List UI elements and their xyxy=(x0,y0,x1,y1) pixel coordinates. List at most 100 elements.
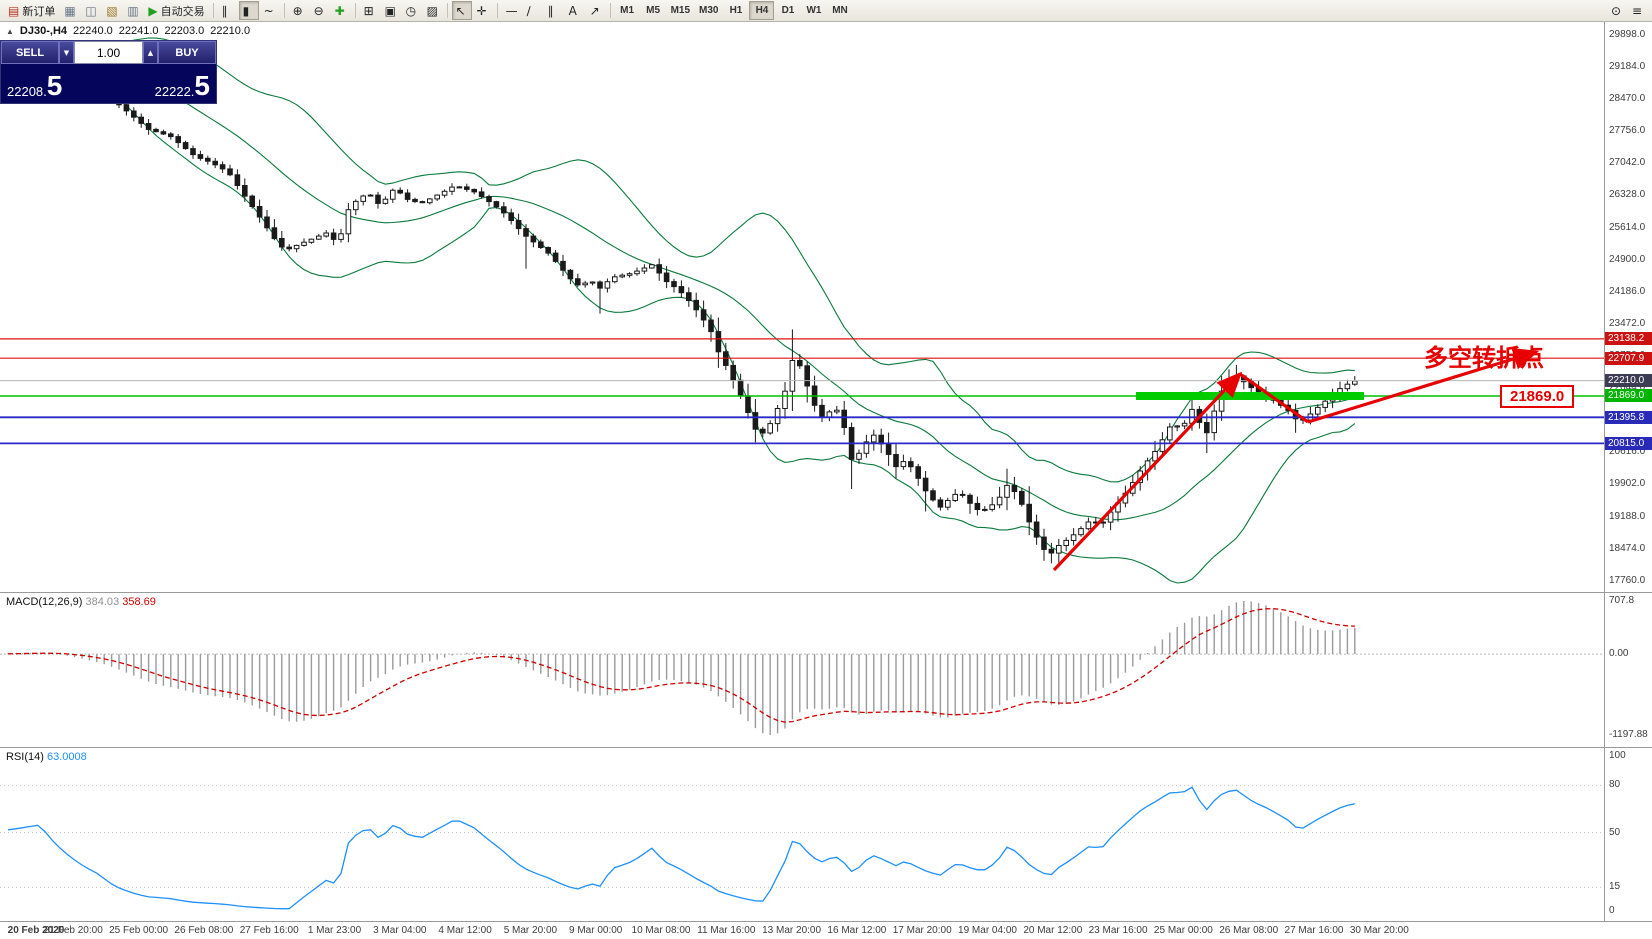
panel-separator xyxy=(0,592,1652,593)
chart-window-button[interactable]: ▦ xyxy=(60,1,80,20)
time-label: 1 Mar 23:00 xyxy=(307,925,362,936)
navigator-button[interactable]: ▧ xyxy=(102,1,122,20)
ohlc-close: 22210.0 xyxy=(210,25,251,37)
candlestick-chart-type-button[interactable]: ▮ xyxy=(238,1,259,20)
collapse-panel-icon[interactable]: ▲ xyxy=(6,26,14,36)
search-icon: ⊙ xyxy=(1611,3,1622,18)
time-axis[interactable]: 20 Feb 2020 21 Feb 20:00 25 Feb 00:00 26 Fe… xyxy=(0,922,1652,939)
new-chart-button[interactable]: ⊞ xyxy=(360,1,380,20)
line-chart-type-button[interactable]: ~ xyxy=(260,1,280,20)
zoom-in-button[interactable]: ⊕ xyxy=(289,1,309,20)
price-tick: 26328.0 xyxy=(1609,189,1646,201)
templates-button[interactable]: ▨ xyxy=(423,1,443,20)
horizontal-line-button[interactable]: — xyxy=(502,1,522,20)
market-watch-button[interactable]: ◫ xyxy=(81,1,101,20)
buy-button[interactable]: BUY xyxy=(158,41,216,64)
timeframe-h1-button-label: H1 xyxy=(729,5,743,16)
sell-button[interactable]: SELL xyxy=(1,41,59,64)
periods-button[interactable]: ◷ xyxy=(402,1,422,20)
new-chart-icon: ⊞ xyxy=(363,3,374,18)
zoom-out-button[interactable]: ⊖ xyxy=(310,1,330,20)
timeframe-m5-button[interactable]: M5 xyxy=(641,1,666,20)
rsi-tick: 0 xyxy=(1609,905,1615,916)
price-tick: 22044.0 xyxy=(1609,382,1646,394)
turning-point-annotation[interactable]: 多空转折点 xyxy=(1424,345,1544,372)
candlestick-chart[interactable] xyxy=(0,22,1604,592)
toolbar-separator xyxy=(609,3,611,18)
time-label: 26 Feb 08:00 xyxy=(174,925,234,936)
ohlc-open: 22240.0 xyxy=(73,25,113,37)
rsi-name: RSI(14) xyxy=(6,751,44,763)
bollinger-bands xyxy=(0,37,1356,584)
sell-price[interactable]: 22208. 5 xyxy=(7,72,62,100)
level-lines[interactable] xyxy=(0,338,1604,445)
text-tool-button[interactable]: A xyxy=(565,1,585,20)
volume-increase-button[interactable]: ▲ xyxy=(143,41,158,64)
time-label: 5 Mar 20:00 xyxy=(503,925,558,936)
trendline-button[interactable]: ∕ xyxy=(523,1,543,20)
price-tick: 29898.0 xyxy=(1609,28,1646,40)
toolbar-separator xyxy=(212,3,214,18)
timeframe-m30-button[interactable]: M30 xyxy=(695,1,722,20)
time-label: 4 Mar 12:00 xyxy=(438,925,492,936)
timeframe-m15-button[interactable]: M15 xyxy=(667,1,694,20)
timeframe-h1-button[interactable]: H1 xyxy=(723,1,748,20)
macd-chart[interactable] xyxy=(0,593,1604,747)
autotrading-icon: ▶ xyxy=(148,3,158,18)
time-label: 20 Feb 2020 xyxy=(7,925,65,936)
panel-separator xyxy=(0,921,1652,922)
rsi-panel: 100 80 50 15 0 RSI(14) 63.0008 xyxy=(0,748,1652,921)
line-chart-type-icon: ~ xyxy=(263,3,274,18)
macd-histogram xyxy=(7,601,1356,735)
arrow-tool-button[interactable]: ↗ xyxy=(586,1,606,20)
cursor-button[interactable]: ↖ xyxy=(451,1,472,20)
chart-ohlc-header: ▲ DJ30-,H4 22240.0 22241.0 22203.0 22210… xyxy=(6,25,250,37)
time-label: 27 Mar 16:00 xyxy=(1284,925,1344,936)
chart-window-icon: ▦ xyxy=(64,3,76,18)
price-tag: 21869.0 xyxy=(1605,389,1652,403)
timeframe-m5-button-label: M5 xyxy=(646,5,661,16)
autotrading-button[interactable]: ▶ 自动交易 xyxy=(144,1,208,20)
macd-axis[interactable]: 707.8 0.00 -1197.88 xyxy=(1604,593,1652,747)
volume-input[interactable] xyxy=(74,41,143,64)
price-axis[interactable]: 29898.0 29184.0 28470.0 27756.0 27042.0 26328… xyxy=(1604,22,1652,592)
profiles-button[interactable]: ▣ xyxy=(381,1,401,20)
level-price-label[interactable]: 21869.0 xyxy=(1500,385,1575,408)
new-order-button-label: 新订单 xyxy=(22,5,56,18)
new-order-button[interactable]: ▤ 新订单 xyxy=(4,1,59,20)
ohlc-high: 22241.0 xyxy=(118,25,159,37)
toolbar-separator xyxy=(496,3,498,18)
crosshair-icon: ✛ xyxy=(476,3,487,18)
timeframe-h4-button[interactable]: H4 xyxy=(749,1,775,20)
indicators-button[interactable]: ✚ xyxy=(331,1,351,20)
horizontal-line-icon: — xyxy=(505,3,518,18)
buy-price[interactable]: 22222. 5 xyxy=(155,72,210,100)
trend-arrows[interactable] xyxy=(1052,347,1540,572)
one-click-trading-panel: SELL ▼ ▲ BUY 22208. 5 22222. 5 xyxy=(0,40,217,104)
channel-button[interactable]: ∥ xyxy=(544,1,564,20)
rsi-tick: 50 xyxy=(1609,826,1621,838)
terminal-button[interactable]: ▥ xyxy=(123,1,143,20)
time-label: 17 Mar 20:00 xyxy=(892,925,952,936)
rsi-chart[interactable] xyxy=(0,748,1604,921)
timeframe-mn-button[interactable]: MN xyxy=(827,1,852,20)
candles-layer xyxy=(5,50,1358,564)
menu-button[interactable]: ≡ xyxy=(1628,1,1648,20)
time-label: 20 Mar 12:00 xyxy=(1023,925,1083,936)
rsi-axis[interactable]: 100 80 50 15 0 xyxy=(1604,748,1652,921)
price-tick: 25614.0 xyxy=(1609,221,1646,233)
time-label: 19 Mar 04:00 xyxy=(958,925,1017,936)
crosshair-button[interactable]: ✛ xyxy=(473,1,493,20)
timeframe-w1-button[interactable]: W1 xyxy=(801,1,826,20)
volume-decrease-button[interactable]: ▼ xyxy=(59,41,74,64)
search-button[interactable]: ⊙ xyxy=(1607,1,1627,20)
time-label: 21 Feb 20:00 xyxy=(43,925,103,936)
zoom-out-icon: ⊖ xyxy=(313,3,324,18)
buy-price-small: 22222. xyxy=(154,84,195,99)
symbol-period-label: DJ30-,H4 xyxy=(19,25,67,37)
bar-chart-type-button[interactable]: ∥ xyxy=(218,1,238,20)
timeframe-d1-button[interactable]: D1 xyxy=(775,1,800,20)
timeframe-m1-button[interactable]: M1 xyxy=(615,1,640,20)
market-watch-icon: ◫ xyxy=(85,3,97,18)
rsi-label: RSI(14) 63.0008 xyxy=(6,751,87,763)
